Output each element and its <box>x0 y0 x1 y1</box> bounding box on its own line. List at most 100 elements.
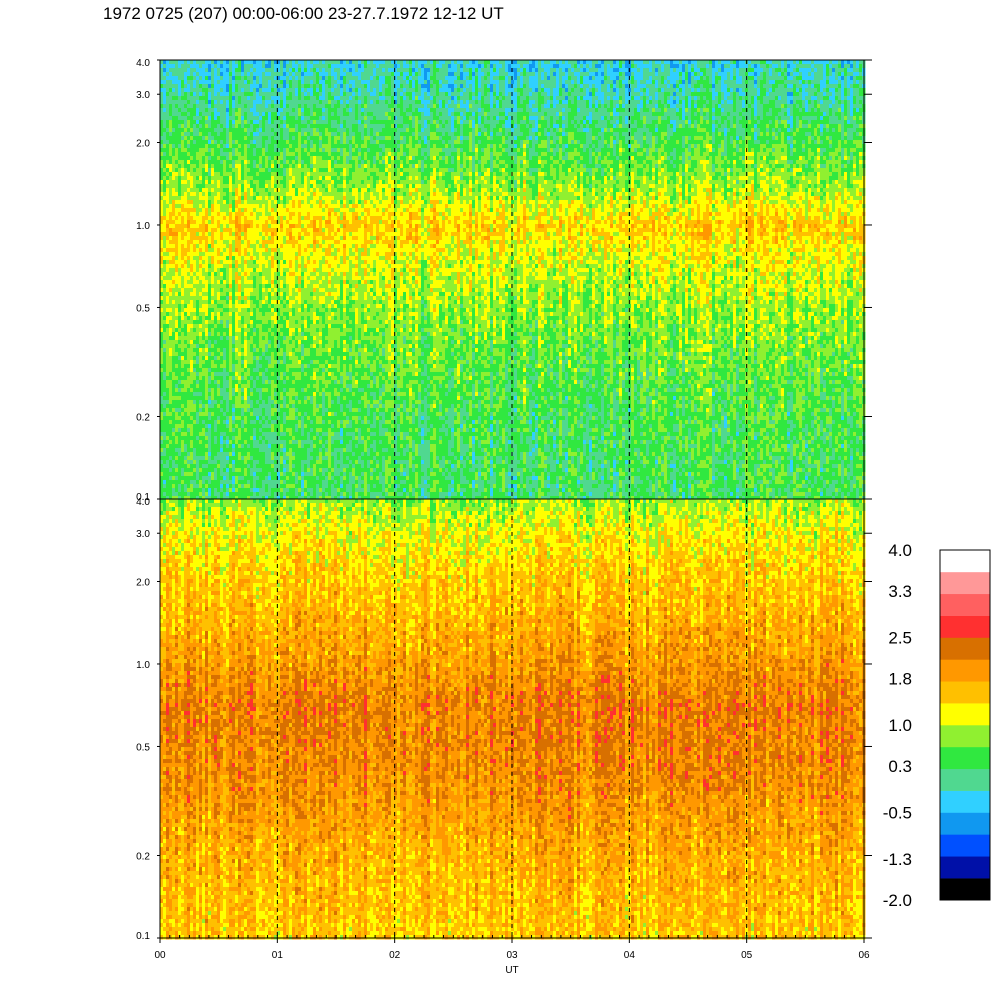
heatmap-cell <box>274 64 278 69</box>
heatmap-cell <box>229 76 233 81</box>
heatmap-cell <box>307 72 311 77</box>
heatmap-cell <box>334 92 338 97</box>
heatmap-cell <box>220 80 224 85</box>
heatmap-cell <box>499 104 503 109</box>
heatmap-cell <box>388 76 392 81</box>
heatmap-cell <box>589 100 593 105</box>
heatmap-cell <box>796 72 800 77</box>
heatmap-cell <box>292 80 296 85</box>
heatmap-cell <box>403 104 407 109</box>
heatmap-cell <box>199 92 203 97</box>
heatmap-cell <box>340 104 344 109</box>
heatmap-cell <box>535 64 539 69</box>
heatmap-cell <box>532 76 536 81</box>
heatmap-cell <box>451 92 455 97</box>
heatmap-cell <box>760 96 764 101</box>
heatmap-cell <box>769 72 773 77</box>
heatmap-cell <box>667 92 671 97</box>
heatmap-cell <box>823 100 827 105</box>
heatmap-cell <box>808 92 812 97</box>
heatmap-cell <box>535 88 539 93</box>
heatmap-cell <box>475 104 479 109</box>
heatmap-cell <box>268 88 272 93</box>
heatmap-cell <box>211 108 215 113</box>
heatmap-cell <box>835 64 839 69</box>
heatmap-cell <box>718 60 722 65</box>
heatmap-cell <box>505 92 509 97</box>
heatmap-cell <box>766 80 770 85</box>
heatmap-cell <box>829 84 833 89</box>
heatmap-cell <box>523 68 527 73</box>
heatmap-cell <box>328 80 332 85</box>
heatmap-cell <box>709 92 713 97</box>
heatmap-cell <box>802 88 806 93</box>
heatmap-cell <box>385 76 389 81</box>
heatmap-cell <box>259 64 263 69</box>
heatmap-cell <box>697 108 701 113</box>
heatmap-cell <box>712 100 716 105</box>
heatmap-cell <box>643 100 647 105</box>
heatmap-cell <box>169 92 173 97</box>
heatmap-cell <box>388 80 392 85</box>
heatmap-cell <box>184 84 188 89</box>
heatmap-cell <box>766 88 770 93</box>
heatmap-cell <box>316 64 320 69</box>
heatmap-cell <box>700 68 704 73</box>
heatmap-cell <box>250 84 254 89</box>
heatmap-cell <box>493 96 497 101</box>
heatmap-cell <box>646 84 650 89</box>
heatmap-cell <box>412 104 416 109</box>
heatmap-cell <box>727 80 731 85</box>
heatmap-cell <box>442 72 446 77</box>
heatmap-cell <box>769 64 773 69</box>
heatmap-cell <box>382 104 386 109</box>
heatmap-cell <box>529 104 533 109</box>
heatmap-cell <box>514 104 518 109</box>
heatmap-cell <box>706 108 710 113</box>
heatmap-cell <box>211 104 215 109</box>
heatmap-cell <box>253 68 257 73</box>
heatmap-cell <box>241 60 245 65</box>
heatmap-cell <box>796 68 800 73</box>
heatmap-cell <box>787 96 791 101</box>
heatmap-cell <box>592 100 596 105</box>
heatmap-cell <box>478 76 482 81</box>
heatmap-cell <box>208 84 212 89</box>
heatmap-cell <box>427 72 431 77</box>
heatmap-cell <box>445 108 449 113</box>
heatmap-cell <box>598 76 602 81</box>
heatmap-cell <box>736 72 740 77</box>
heatmap-cell <box>487 92 491 97</box>
heatmap-cell <box>637 88 641 93</box>
heatmap-cell <box>562 96 566 101</box>
heatmap-cell <box>166 60 170 65</box>
heatmap-cell <box>256 100 260 105</box>
heatmap-cell <box>655 60 659 65</box>
heatmap-cell <box>442 80 446 85</box>
heatmap-cell <box>706 60 710 65</box>
heatmap-cell <box>769 88 773 93</box>
heatmap-cell <box>727 100 731 105</box>
heatmap-cell <box>841 84 845 89</box>
heatmap-cell <box>643 84 647 89</box>
heatmap-cell <box>859 92 863 97</box>
heatmap-cell <box>763 84 767 89</box>
heatmap-cell <box>520 108 524 113</box>
heatmap-cell <box>310 72 314 77</box>
heatmap-cell <box>691 64 695 69</box>
heatmap-cell <box>568 92 572 97</box>
heatmap-cell <box>556 68 560 73</box>
heatmap-cell <box>307 60 311 65</box>
heatmap-cell <box>367 64 371 69</box>
heatmap-cell <box>535 104 539 109</box>
heatmap-cell <box>640 108 644 113</box>
heatmap-cell <box>214 68 218 73</box>
heatmap-cell <box>244 68 248 73</box>
heatmap-cell <box>217 96 221 101</box>
heatmap-cell <box>337 92 341 97</box>
heatmap-cell <box>430 68 434 73</box>
heatmap-cell <box>673 100 677 105</box>
heatmap-cell <box>733 68 737 73</box>
heatmap-cell <box>679 68 683 73</box>
heatmap-cell <box>754 96 758 101</box>
